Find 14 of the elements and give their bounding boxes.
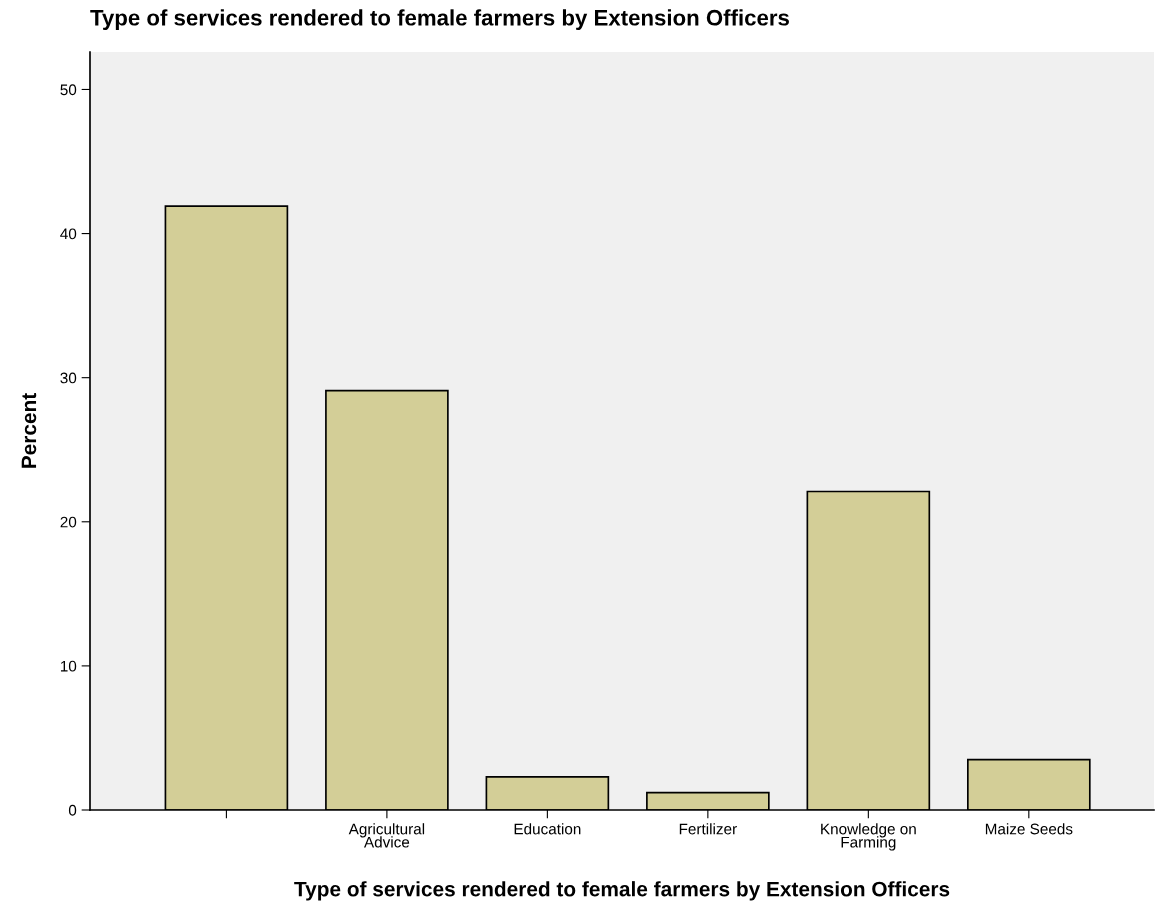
x-tick-label: Maize Seeds bbox=[985, 823, 1073, 835]
chart-title: Type of services rendered to female farmers by Extension Officers bbox=[90, 9, 789, 30]
y-tick-label: 10 bbox=[60, 660, 77, 672]
x-tick-label: Education bbox=[514, 823, 581, 835]
y-tick-label: 20 bbox=[60, 516, 77, 528]
y-tick-label: 50 bbox=[60, 84, 77, 96]
y-tick-label: 0 bbox=[68, 804, 77, 816]
y-axis-title: Percent bbox=[21, 393, 37, 468]
x-axis-title: Type of services rendered to female farmers by Extension Officers bbox=[294, 881, 950, 901]
x-tick-label: Fertilizer bbox=[679, 823, 737, 835]
x-tick-label: Agricultural Advice bbox=[348, 823, 425, 848]
y-tick-label: 40 bbox=[60, 228, 77, 240]
y-tick-label: 30 bbox=[60, 372, 77, 384]
x-tick-label: Knowledge on Farming bbox=[821, 823, 916, 851]
